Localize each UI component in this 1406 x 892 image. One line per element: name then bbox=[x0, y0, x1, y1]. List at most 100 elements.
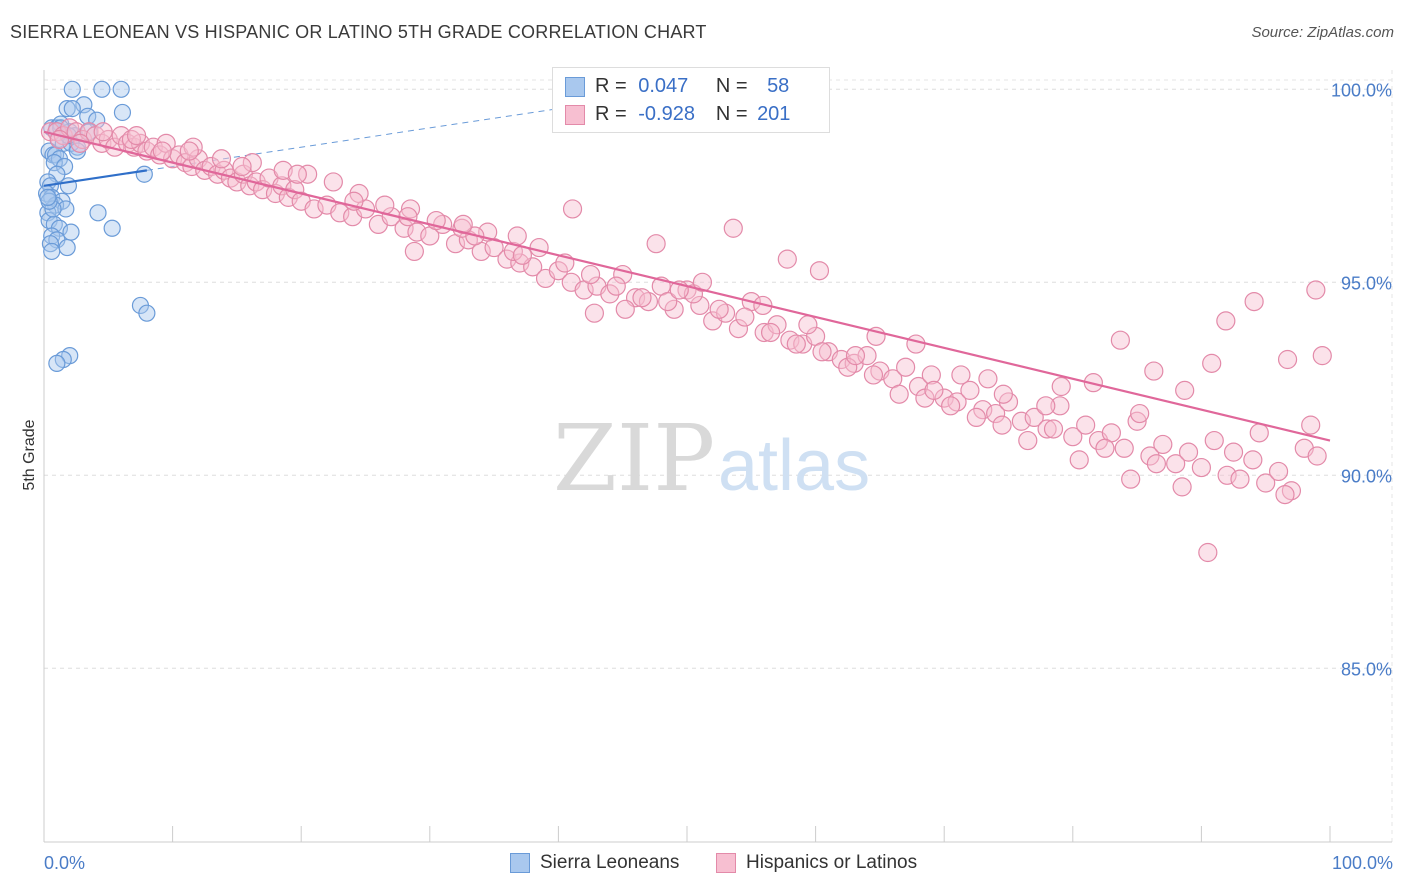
data-point bbox=[580, 264, 601, 285]
data-point bbox=[63, 99, 81, 118]
data-point bbox=[1217, 465, 1237, 485]
data-point bbox=[1051, 376, 1071, 397]
data-point bbox=[1202, 353, 1222, 373]
watermark-atlas: atlas bbox=[718, 426, 870, 506]
trend-line-blue-dashed bbox=[146, 108, 559, 171]
data-point bbox=[1110, 330, 1130, 350]
data-point bbox=[973, 400, 993, 420]
trend-line-sierra-leoneans-extension bbox=[146, 108, 559, 171]
y-tick-label: 95.0% bbox=[1341, 273, 1392, 293]
data-point bbox=[507, 226, 527, 246]
data-point bbox=[1307, 446, 1327, 466]
data-point bbox=[121, 129, 142, 150]
data-point bbox=[113, 103, 132, 122]
legend-row-sierra-leoneans: R = 0.047 N = 58 bbox=[565, 72, 789, 100]
data-point bbox=[1243, 450, 1263, 470]
data-point bbox=[126, 126, 147, 146]
x-tick-label: 0.0% bbox=[44, 853, 85, 873]
data-point bbox=[692, 272, 713, 292]
bottom-legend-sierra-leoneans: Sierra Leoneans bbox=[510, 852, 679, 874]
data-point bbox=[1230, 469, 1250, 489]
data-point bbox=[978, 369, 998, 389]
data-point bbox=[278, 187, 298, 207]
data-point bbox=[896, 357, 916, 377]
data-point bbox=[1312, 346, 1332, 366]
data-point bbox=[152, 141, 172, 161]
data-point bbox=[400, 199, 421, 219]
data-point bbox=[1306, 280, 1326, 300]
data-point bbox=[951, 365, 971, 385]
y-tick-label: 90.0% bbox=[1341, 466, 1392, 486]
data-point bbox=[838, 357, 858, 377]
data-point bbox=[510, 253, 530, 273]
data-point bbox=[1146, 454, 1166, 474]
data-point bbox=[908, 376, 929, 397]
data-point bbox=[1063, 427, 1083, 447]
data-point bbox=[992, 415, 1012, 435]
data-point bbox=[1130, 403, 1150, 424]
data-point bbox=[906, 334, 926, 354]
data-point bbox=[304, 199, 324, 219]
series-hispanics-or-latinos bbox=[40, 118, 1332, 563]
data-point bbox=[1018, 430, 1038, 451]
data-point bbox=[1037, 419, 1057, 439]
legend-row-hispanics: R = -0.928 N = 201 bbox=[565, 100, 790, 128]
data-point bbox=[211, 149, 232, 169]
data-point bbox=[1223, 442, 1244, 462]
bottom-legend-swatch-pink bbox=[716, 852, 736, 873]
data-point bbox=[966, 407, 986, 427]
data-point bbox=[232, 156, 252, 177]
data-point bbox=[62, 223, 80, 241]
data-point bbox=[1050, 396, 1070, 416]
data-point bbox=[43, 242, 61, 261]
data-point bbox=[658, 292, 678, 312]
data-point bbox=[728, 319, 749, 339]
data-point bbox=[1204, 430, 1224, 451]
legend-r-value: -0.928 bbox=[638, 103, 695, 125]
data-point bbox=[615, 299, 635, 319]
data-point bbox=[138, 304, 156, 322]
data-point bbox=[831, 349, 851, 370]
data-point bbox=[857, 346, 877, 366]
data-point bbox=[70, 133, 90, 153]
data-point bbox=[89, 204, 107, 222]
chart-source: Source: ZipAtlas.com bbox=[1251, 24, 1394, 41]
legend-r-value: 0.047 bbox=[638, 75, 689, 97]
data-point bbox=[93, 80, 111, 98]
bottom-legend-label: Sierra Leoneans bbox=[540, 852, 680, 873]
data-point bbox=[664, 299, 684, 319]
data-point bbox=[723, 218, 743, 238]
data-point bbox=[812, 342, 832, 362]
data-point bbox=[1114, 438, 1134, 458]
data-point bbox=[646, 234, 666, 254]
watermark-zip: ZIP bbox=[553, 405, 715, 512]
legend-n-label: N = bbox=[715, 75, 748, 97]
data-point bbox=[298, 164, 318, 184]
legend-swatch-blue bbox=[565, 76, 585, 97]
data-point bbox=[986, 403, 1006, 424]
data-point bbox=[63, 80, 81, 98]
data-point bbox=[798, 315, 818, 335]
data-point bbox=[1076, 415, 1096, 435]
legend-n-value: 201 bbox=[757, 103, 791, 125]
data-point bbox=[287, 164, 307, 184]
data-point bbox=[934, 388, 954, 408]
stats-legend: R = 0.047 N = 58 R = -0.928 N = 201 bbox=[552, 67, 830, 133]
data-point bbox=[1268, 461, 1289, 482]
data-point bbox=[690, 295, 710, 316]
data-point bbox=[809, 261, 830, 281]
data-point bbox=[584, 303, 605, 323]
data-point bbox=[863, 365, 884, 385]
legend-r-label: R = bbox=[595, 75, 627, 97]
data-point bbox=[183, 137, 203, 157]
data-point bbox=[562, 199, 583, 219]
data-point bbox=[600, 284, 620, 304]
trend-lines bbox=[43, 130, 1331, 442]
data-point bbox=[1216, 311, 1236, 331]
y-tick-label: 100.0% bbox=[1331, 80, 1392, 100]
data-point bbox=[323, 172, 343, 192]
data-point bbox=[57, 200, 75, 218]
data-point bbox=[632, 288, 652, 308]
data-point bbox=[760, 322, 781, 343]
data-point bbox=[889, 384, 909, 404]
